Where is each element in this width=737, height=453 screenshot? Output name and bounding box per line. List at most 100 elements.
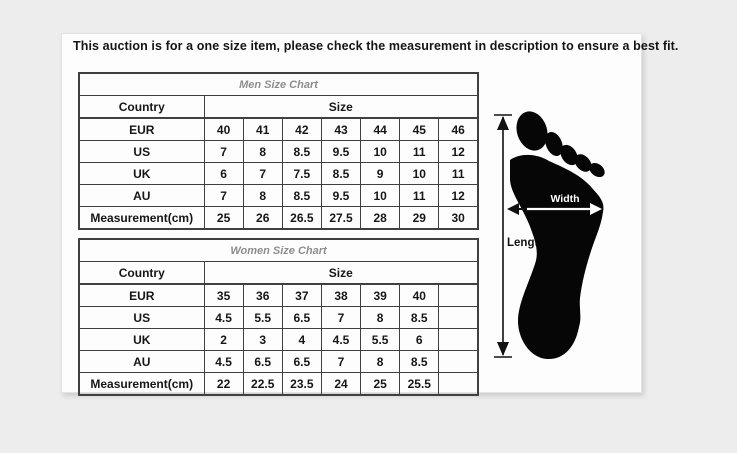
size-cell: 38	[320, 283, 362, 307]
size-cell: 25.5	[399, 372, 440, 396]
size-cell: 7	[203, 184, 244, 207]
size-cell: 8.5	[281, 184, 322, 207]
size-cell: 12	[438, 140, 479, 163]
size-cell: 45	[399, 117, 440, 141]
size-cell: 9.5	[320, 184, 362, 207]
size-cell: 10	[360, 184, 401, 207]
size-cell: 8	[242, 184, 283, 207]
width-arrow	[507, 203, 602, 215]
size-cell: 6.5	[281, 306, 322, 329]
row-label: US	[78, 306, 205, 329]
size-cell: 28	[360, 206, 401, 230]
size-cell: 24	[320, 372, 362, 396]
size-cell: 8	[360, 350, 401, 373]
size-cell: 9	[360, 162, 401, 185]
row-label: US	[78, 140, 205, 163]
size-cell: 6.5	[242, 350, 283, 373]
size-cell: 7	[203, 140, 244, 163]
table-row: US 7 8 8.5 9.5 10 11 12	[78, 140, 479, 163]
size-cell: 8.5	[281, 140, 322, 163]
size-cell: 8	[242, 140, 283, 163]
size-cell: 25	[203, 206, 244, 230]
size-cell: 10	[360, 140, 401, 163]
table-row: UK 6 7 7.5 8.5 9 10 11	[78, 162, 479, 185]
table-row: Measurement(cm) 25 26 26.5 27.5 28 29 30	[78, 206, 479, 230]
row-label: AU	[78, 350, 205, 373]
size-cell: 26.5	[281, 206, 322, 230]
size-cell: 6	[399, 328, 440, 351]
women-size-header: Size	[203, 261, 479, 285]
size-cell: 30	[438, 206, 479, 230]
row-label: UK	[78, 162, 205, 185]
size-cell: 4	[281, 328, 322, 351]
length-arrow	[494, 114, 512, 358]
size-cell: 23.5	[281, 372, 322, 396]
table-row: UK 2 3 4 4.5 5.5 6	[78, 328, 479, 351]
size-cell: 6	[203, 162, 244, 185]
size-cell: 22.5	[242, 372, 283, 396]
footprint-icon	[510, 111, 605, 360]
size-cell: 25	[360, 372, 401, 396]
size-cell: 46	[438, 117, 479, 141]
size-cell: 4.5	[203, 306, 244, 329]
size-cell: 27.5	[320, 206, 362, 230]
size-cell: 11	[399, 184, 440, 207]
size-cell: 39	[360, 283, 401, 307]
size-cell: 7	[320, 350, 362, 373]
size-cell: 5.5	[360, 328, 401, 351]
empty-cell	[438, 306, 479, 329]
men-country-header: Country	[78, 95, 205, 119]
size-cell: 41	[242, 117, 283, 141]
men-size-header: Size	[203, 95, 479, 119]
size-cell: 8.5	[399, 306, 440, 329]
men-size-chart-table: Men Size Chart Country Size EUR 40 41 42…	[78, 72, 479, 230]
size-cell: 4.5	[320, 328, 362, 351]
row-label: AU	[78, 184, 205, 207]
size-cell: 42	[281, 117, 322, 141]
size-cell: 26	[242, 206, 283, 230]
men-chart-title: Men Size Chart	[78, 72, 479, 96]
size-cell: 36	[242, 283, 283, 307]
foot-measurement-diagram: Length Width	[494, 111, 605, 360]
size-cell: 11	[399, 140, 440, 163]
empty-cell	[438, 328, 479, 351]
women-chart-title: Women Size Chart	[78, 238, 479, 262]
size-cell: 8	[360, 306, 401, 329]
row-label: Measurement(cm)	[78, 372, 205, 396]
table-row: Measurement(cm) 22 22.5 23.5 24 25 25.5	[78, 372, 479, 396]
row-label: EUR	[78, 117, 205, 141]
size-cell: 6.5	[281, 350, 322, 373]
row-label: UK	[78, 328, 205, 351]
table-row: EUR 40 41 42 43 44 45 46	[78, 117, 479, 141]
size-cell: 8.5	[320, 162, 362, 185]
size-cell: 40	[203, 117, 244, 141]
size-cell: 29	[399, 206, 440, 230]
women-size-chart-table: Women Size Chart Country Size EUR 35 36 …	[78, 238, 479, 396]
table-row: US 4.5 5.5 6.5 7 8 8.5	[78, 306, 479, 329]
size-cell: 35	[203, 283, 244, 307]
size-cell: 40	[399, 283, 440, 307]
table-row: EUR 35 36 37 38 39 40	[78, 283, 479, 307]
size-cell: 8.5	[399, 350, 440, 373]
empty-cell	[438, 372, 479, 396]
women-country-header: Country	[78, 261, 205, 285]
empty-cell	[438, 350, 479, 373]
size-cell: 9.5	[320, 140, 362, 163]
empty-cell	[438, 283, 479, 307]
table-row: AU 7 8 8.5 9.5 10 11 12	[78, 184, 479, 207]
size-cell: 3	[242, 328, 283, 351]
size-cell: 43	[320, 117, 362, 141]
size-cell: 2	[203, 328, 244, 351]
size-cell: 4.5	[203, 350, 244, 373]
size-cell: 37	[281, 283, 322, 307]
size-cell: 7	[242, 162, 283, 185]
size-cell: 5.5	[242, 306, 283, 329]
width-label: Width	[550, 193, 579, 205]
size-cell: 7	[320, 306, 362, 329]
row-label: EUR	[78, 283, 205, 307]
size-cell: 44	[360, 117, 401, 141]
size-cell: 12	[438, 184, 479, 207]
size-chart-image-card: This auction is for a one size item, ple…	[61, 33, 678, 396]
row-label: Measurement(cm)	[78, 206, 205, 230]
table-row: AU 4.5 6.5 6.5 7 8 8.5	[78, 350, 479, 373]
